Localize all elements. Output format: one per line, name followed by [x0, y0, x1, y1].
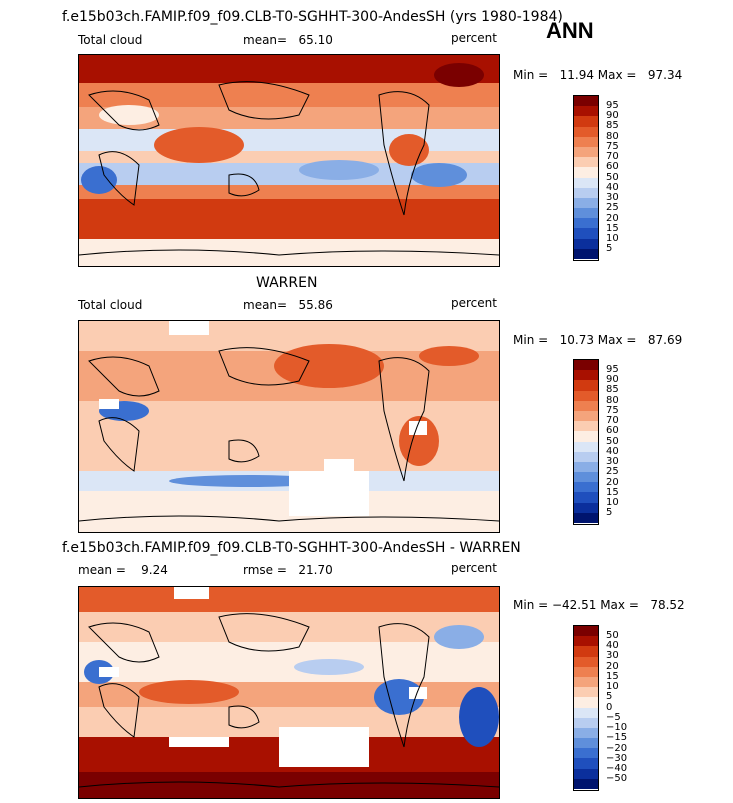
panel3-level: 0: [606, 702, 613, 713]
panel3-colorbar: [573, 625, 599, 791]
panel3-level: 40: [606, 640, 619, 651]
panel3-level: −50: [606, 773, 628, 784]
panel2-level: 60: [606, 425, 619, 436]
panel1-level: 95: [606, 100, 619, 111]
panel2-level: 25: [606, 466, 619, 477]
panel1-level: 40: [606, 182, 619, 193]
panel3-level: 30: [606, 650, 619, 661]
panel3-level: 10: [606, 681, 619, 692]
panel1-level: 75: [606, 141, 619, 152]
panel2-level: 90: [606, 374, 619, 385]
panel2-level: 15: [606, 487, 619, 498]
panel1-level: 15: [606, 223, 619, 234]
panel3-rmse: rmse = 21.70: [243, 563, 333, 577]
panel3-map: [78, 586, 500, 799]
panel3-level: −30: [606, 753, 628, 764]
panel2-mean: mean= 55.86: [243, 298, 333, 312]
panel3-level: −40: [606, 763, 628, 774]
panel3-map-field: [79, 587, 499, 798]
panel2-map-field: [79, 321, 499, 532]
panel1-colorbar: [573, 95, 599, 261]
panel1-units: percent: [451, 31, 497, 45]
panel1-map-field: [79, 55, 499, 266]
panel3-level: 20: [606, 661, 619, 672]
panel3-units: percent: [451, 561, 497, 575]
panel2-units: percent: [451, 296, 497, 310]
panel1-level: 70: [606, 151, 619, 162]
panel2-level: 40: [606, 446, 619, 457]
panel1-level: 10: [606, 233, 619, 244]
panel1-level: 5: [606, 243, 613, 254]
panel1-level: 30: [606, 192, 619, 203]
panel1-level: 25: [606, 202, 619, 213]
panel2-colorbar: [573, 359, 599, 525]
panel2-level: 75: [606, 405, 619, 416]
panel3-level: −10: [606, 722, 628, 733]
panel3-minmax: Min = −42.51 Max = 78.52: [513, 598, 685, 612]
panel3-level: 15: [606, 671, 619, 682]
panel1-level: 50: [606, 172, 619, 183]
panel2-level: 70: [606, 415, 619, 426]
panel2-level: 10: [606, 497, 619, 508]
panel3-level: −5: [606, 712, 621, 723]
panel1-level: 60: [606, 161, 619, 172]
panel2-level: 95: [606, 364, 619, 375]
panel3-level: 5: [606, 691, 613, 702]
panel3-title: f.e15b03ch.FAMIP.f09_f09.CLB-T0-SGHHT-30…: [62, 540, 521, 556]
panel1-map: [78, 54, 500, 267]
panel2-map: [78, 320, 500, 533]
panel1-level: 80: [606, 131, 619, 142]
season-label: ANN: [546, 18, 594, 43]
panel1-variable: Total cloud: [78, 33, 143, 47]
panel1-level: 85: [606, 120, 619, 131]
panel1-mean: mean= 65.10: [243, 33, 333, 47]
panel3-level: −20: [606, 743, 628, 754]
panel2-level: 20: [606, 477, 619, 488]
panel3-level: −15: [606, 732, 628, 743]
panel2-level: 5: [606, 507, 613, 518]
panel2-level: 80: [606, 395, 619, 406]
panel2-variable: Total cloud: [78, 298, 143, 312]
panel3-mean: mean = 9.24: [78, 563, 168, 577]
panel2-level: 85: [606, 384, 619, 395]
panel2-minmax: Min = 10.73 Max = 87.69: [513, 333, 683, 347]
panel2-level: 50: [606, 436, 619, 447]
panel1-level: 20: [606, 213, 619, 224]
panel1-level: 90: [606, 110, 619, 121]
panel1-title: f.e15b03ch.FAMIP.f09_f09.CLB-T0-SGHHT-30…: [62, 9, 563, 25]
panel3-level: 50: [606, 630, 619, 641]
panel2-level: 30: [606, 456, 619, 467]
panel2-title: WARREN: [256, 275, 318, 291]
panel1-minmax: Min = 11.94 Max = 97.34: [513, 68, 683, 82]
